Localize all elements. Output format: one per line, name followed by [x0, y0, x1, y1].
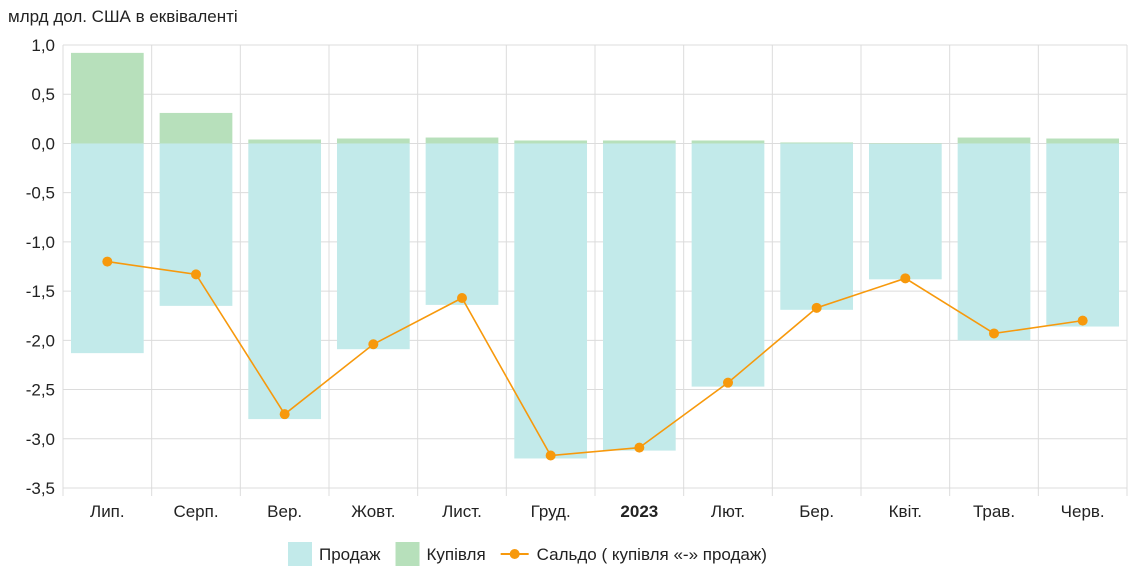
legend-swatch — [288, 542, 312, 566]
bar-purchases — [957, 137, 1031, 144]
bar-sales — [691, 143, 765, 387]
y-tick-label: -2,0 — [26, 331, 55, 350]
x-tick-label: Бер. — [799, 502, 834, 521]
balance-point — [545, 450, 556, 461]
axes: 1,0 0,5 0,0 -0,5 -1,0 -1,5 -2,0 -2,5 -3,0 -3,5 Лип… — [26, 36, 1105, 521]
x-tick-label: Трав. — [973, 502, 1015, 521]
legend: Продаж Купівля Сальдо ( купівля «-» продаж… — [288, 542, 767, 566]
x-tick-label: Черв. — [1061, 502, 1105, 521]
bar-purchases — [868, 143, 942, 144]
balance-point — [1077, 315, 1088, 326]
y-tick-label: -2,5 — [26, 381, 55, 400]
x-tick-label: Лют. — [711, 502, 745, 521]
legend-marker — [509, 549, 520, 559]
bar-purchases — [159, 112, 233, 144]
bar-sales — [514, 143, 588, 459]
legend-swatch — [395, 542, 420, 566]
bar-purchases — [336, 138, 410, 144]
bar-sales — [602, 143, 676, 451]
x-tick-label: Лип. — [90, 502, 125, 521]
bar-sales — [1046, 143, 1120, 327]
bar-purchases — [514, 140, 588, 144]
bar-sales — [868, 143, 942, 280]
bar-sales — [70, 143, 144, 354]
legend-label: Сальдо ( купівля «-» продаж) — [537, 545, 767, 564]
balance-point — [102, 256, 113, 267]
bar-sales — [780, 143, 854, 310]
balance-point — [368, 339, 379, 350]
bar-purchases — [780, 142, 854, 144]
bar-purchases — [248, 139, 322, 144]
balance-point — [634, 442, 645, 453]
bar-purchases — [691, 140, 765, 144]
y-tick-label: 0,0 — [31, 134, 55, 153]
legend-label: Продаж — [319, 545, 381, 564]
y-tick-label: 0,5 — [31, 85, 55, 104]
bar-sales — [957, 143, 1031, 341]
legend-label: Купівля — [427, 545, 486, 564]
bar-purchases — [70, 52, 144, 144]
balance-point — [989, 328, 999, 339]
y-tick-label: -0,5 — [26, 184, 55, 203]
bar-sales — [248, 143, 322, 420]
x-tick-label: Груд. — [531, 502, 571, 521]
x-tick-label: Квіт. — [889, 502, 922, 521]
y-tick-label: 1,0 — [31, 36, 55, 55]
bar-purchases — [1046, 138, 1120, 144]
y-tick-label: -3,0 — [26, 430, 55, 449]
x-tick-label: Серп. — [173, 502, 218, 521]
grid — [62, 44, 1128, 496]
bars — [70, 52, 1120, 459]
x-tick-label: 2023 — [620, 502, 658, 521]
bar-purchases — [602, 140, 676, 144]
balance-line-path — [107, 260, 1083, 457]
balance-line — [102, 256, 1088, 461]
balance-point — [457, 293, 467, 304]
x-tick-label: Лист. — [442, 502, 482, 521]
y-tick-label: -1,0 — [26, 233, 55, 252]
bar-sales — [336, 143, 410, 350]
y-tick-label: -3,5 — [26, 479, 55, 498]
y-axis-unit-label: млрд дол. США в еквіваленті — [8, 7, 238, 26]
balance-point — [900, 273, 911, 284]
y-tick-label: -1,5 — [26, 282, 55, 301]
balance-point — [811, 302, 822, 313]
x-tick-label: Жовт. — [351, 502, 395, 521]
balance-point — [723, 377, 733, 388]
bar-sales — [159, 143, 233, 306]
bar-purchases — [425, 137, 499, 144]
x-tick-label: Вер. — [267, 502, 302, 521]
balance-point — [279, 409, 290, 420]
bar-sales — [425, 143, 499, 305]
balance-point — [191, 269, 201, 280]
